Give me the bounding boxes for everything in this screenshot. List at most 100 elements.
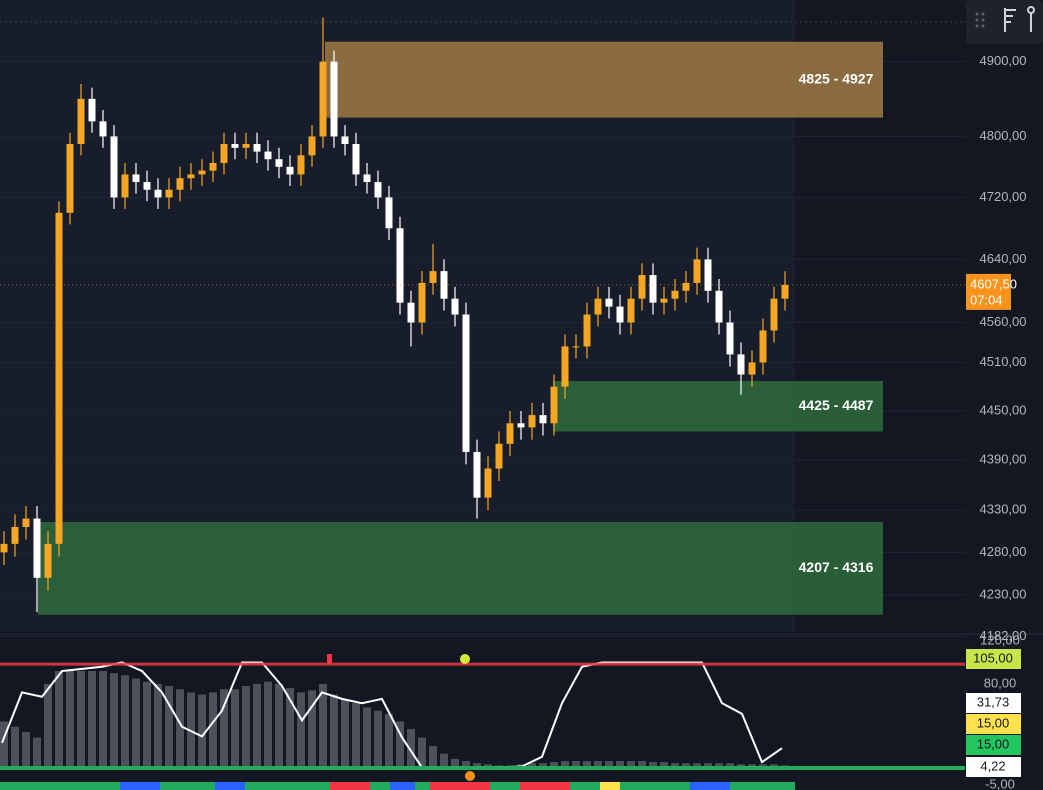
histogram-bar — [330, 694, 338, 770]
candle-body — [132, 174, 140, 183]
drag-handle[interactable] — [975, 12, 985, 28]
candle-body — [473, 452, 481, 498]
value-tag — [966, 757, 1021, 777]
candle-body — [396, 228, 404, 303]
candle-body — [77, 98, 85, 145]
histogram-bar — [33, 737, 41, 770]
histogram-bar — [627, 761, 635, 770]
pin-icon-head[interactable] — [1027, 6, 1035, 14]
candle-body — [374, 182, 382, 198]
histogram-bar — [264, 681, 272, 770]
value-tag — [966, 735, 1021, 755]
y-tick-label: 4510,00 — [980, 354, 1027, 369]
candle-body — [264, 151, 272, 160]
candle-body — [0, 543, 8, 553]
y-tick-label: 4560,00 — [980, 314, 1027, 329]
value-tag-label: 105,00 — [973, 650, 1013, 665]
histogram-bar — [0, 721, 8, 770]
candle-body — [66, 144, 74, 213]
histogram-bar — [88, 671, 96, 770]
candle-body — [187, 174, 195, 179]
zone — [38, 521, 883, 615]
candle-body — [671, 290, 679, 299]
candle-body — [385, 197, 393, 229]
value-tag — [966, 693, 1021, 713]
y-tick-label: -5,00 — [985, 776, 1015, 790]
histogram-bar — [649, 762, 657, 770]
candle-body — [517, 423, 525, 428]
value-tag-label: 15,00 — [977, 715, 1010, 730]
histogram-bar — [605, 761, 613, 770]
candle-body — [748, 362, 756, 375]
zone-label: 4207 - 4316 — [799, 559, 874, 575]
candle-body — [462, 314, 470, 453]
candle-body — [198, 170, 206, 175]
zone-label: 4825 - 4927 — [799, 70, 874, 86]
candle-body — [704, 259, 712, 291]
histogram-bar — [176, 689, 184, 770]
candle-body — [528, 415, 536, 428]
bottom-color-strip — [0, 782, 795, 790]
candle-body — [242, 144, 250, 148]
candle-body — [55, 212, 63, 544]
histogram-bar — [352, 703, 360, 770]
y-tick-label: 4330,00 — [980, 502, 1027, 517]
strip-segment — [690, 782, 730, 790]
histogram-bar — [220, 689, 228, 770]
histogram-bar — [253, 683, 261, 770]
y-tick-label: 120,00 — [980, 632, 1020, 647]
histogram-bar — [341, 699, 349, 770]
y-tick-label: 4640,00 — [980, 251, 1027, 266]
candle-body — [495, 443, 503, 469]
toolbar[interactable] — [966, 0, 1043, 44]
value-tag-label: 15,00 — [977, 736, 1010, 751]
signal-dot — [460, 654, 470, 664]
histogram-bar — [110, 673, 118, 770]
histogram-bar — [165, 686, 173, 770]
histogram-bar — [429, 746, 437, 770]
flag-icon[interactable] — [1004, 8, 1016, 32]
histogram-bar — [11, 726, 19, 770]
candle-body — [253, 144, 261, 152]
strip-segment — [215, 782, 245, 790]
candle-body — [165, 189, 173, 198]
histogram-bar — [550, 762, 558, 770]
histogram-bar — [308, 690, 316, 770]
candle-body — [99, 121, 107, 137]
y-tick-label: 4182,00 — [980, 628, 1027, 643]
candle-body — [143, 182, 151, 190]
candle-body — [605, 298, 613, 307]
chart-layer: 4900,00 4800,00 4720,00 4640,00 4560,00 4510,… — [0, 17, 1027, 790]
candle-body — [319, 61, 327, 137]
candle-body — [715, 290, 723, 323]
candle-body — [682, 282, 690, 291]
candle-body — [726, 322, 734, 355]
candle-body — [660, 298, 668, 303]
histogram-bar — [561, 761, 569, 770]
histogram-bar — [396, 721, 404, 770]
candle-body — [363, 174, 371, 183]
histogram-bar — [22, 732, 30, 770]
candle-body — [759, 330, 767, 363]
candle-body — [11, 526, 19, 544]
candle-body — [341, 136, 349, 145]
candle-body — [770, 298, 778, 331]
histogram-bar — [198, 694, 206, 770]
candle-body — [209, 162, 217, 171]
histogram-bar — [286, 688, 294, 770]
candle-body — [638, 275, 646, 299]
zone-label: 4425 - 4487 — [799, 397, 874, 413]
strip-segment — [430, 782, 490, 790]
histogram-bar — [583, 761, 591, 770]
candle-body — [561, 346, 569, 387]
candle-body — [737, 354, 745, 375]
histogram-bar — [297, 692, 305, 770]
y-tick-label: 4450,00 — [980, 402, 1027, 417]
candle-body — [121, 174, 129, 198]
histogram-bar — [275, 683, 283, 770]
candle-body — [220, 144, 228, 163]
signal-dot — [465, 771, 475, 781]
candle-body — [110, 136, 118, 198]
histogram-bar — [440, 753, 448, 770]
